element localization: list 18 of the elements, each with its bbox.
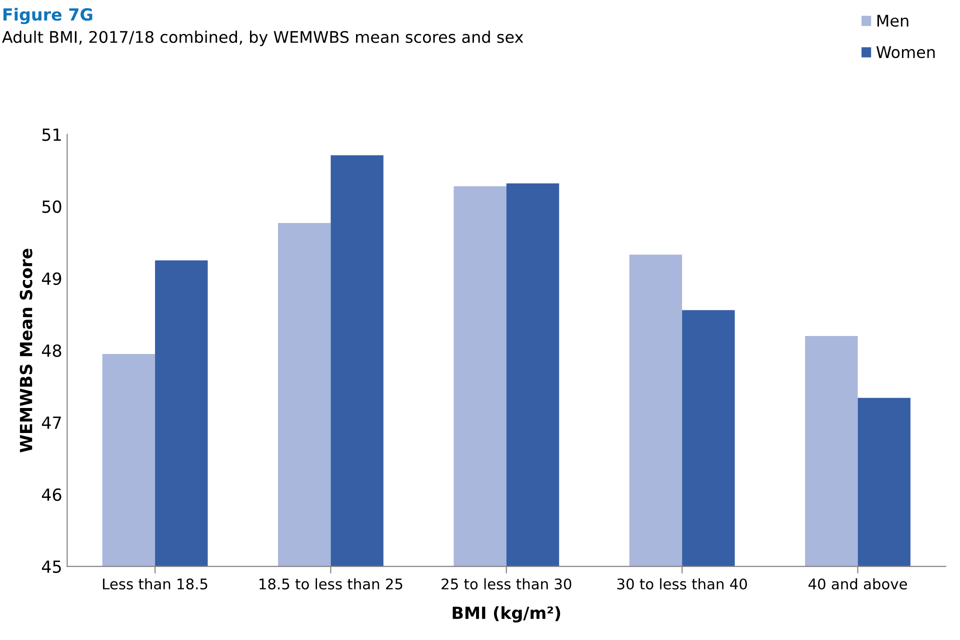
x-tick-label: 25 to less than 30 xyxy=(442,578,572,590)
y-tick-label: 46 xyxy=(42,488,62,501)
x-tick-label: 40 and above xyxy=(808,578,907,590)
x-tick-label: Less than 18.5 xyxy=(103,578,208,590)
y-tick-label: 51 xyxy=(42,128,61,141)
chart-title: Figure 7G xyxy=(3,8,92,24)
y-tick-label: 47 xyxy=(42,416,61,429)
x-tick-label: 18.5 to less than 25 xyxy=(260,578,402,590)
x-axis-title: BMI (kg/m²) xyxy=(452,606,560,622)
y-tick-label: 49 xyxy=(42,272,62,285)
y-tick-label: 45 xyxy=(42,560,61,573)
y-axis-title: WEMWBS Mean Score xyxy=(20,248,32,452)
chart-subtitle: Adult BMI, 2017/18 combined, by WEMWBS mean scores and sex xyxy=(2,30,524,46)
x-tick-label: 30 to less than 40 xyxy=(617,578,747,590)
legend-label: Men xyxy=(877,14,908,27)
legend-label: Women xyxy=(876,46,935,58)
y-tick-label: 50 xyxy=(42,200,62,213)
y-tick-label: 48 xyxy=(42,344,62,357)
